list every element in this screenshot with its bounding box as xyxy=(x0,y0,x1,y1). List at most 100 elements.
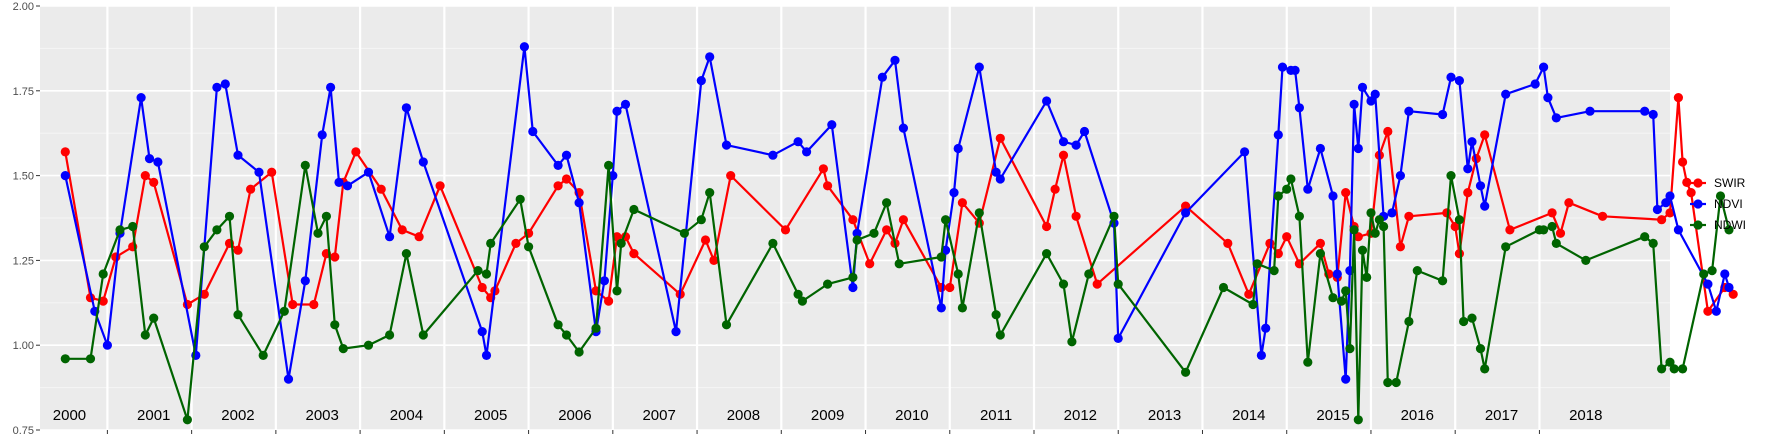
point-ndvi xyxy=(1446,72,1456,82)
point-ndvi xyxy=(574,198,584,208)
point-ndwi xyxy=(300,160,310,170)
point-ndwi xyxy=(848,272,858,282)
year-label: 2008 xyxy=(727,407,760,424)
point-ndvi xyxy=(1404,106,1414,116)
point-swir xyxy=(1555,228,1566,238)
point-swir xyxy=(1564,198,1574,208)
point-ndwi xyxy=(1362,272,1372,282)
point-ndvi xyxy=(334,177,344,187)
point-ndvi xyxy=(136,93,146,103)
point-ndwi xyxy=(481,269,492,279)
y-tick-label: 1.50 xyxy=(13,171,34,183)
point-ndwi xyxy=(330,320,340,330)
point-ndvi xyxy=(212,82,222,92)
point-swir xyxy=(1665,208,1675,218)
point-ndwi xyxy=(1248,299,1258,310)
point-swir xyxy=(561,174,572,184)
point-ndwi xyxy=(1113,279,1123,289)
point-ndwi xyxy=(486,238,496,248)
point-ndwi xyxy=(1446,171,1456,181)
point-ndwi xyxy=(258,350,268,360)
point-ndwi xyxy=(149,313,159,323)
point-swir xyxy=(1682,177,1692,187)
legend-key-point xyxy=(1693,199,1703,209)
series-ndwi xyxy=(60,160,1734,425)
point-ndvi xyxy=(363,167,374,177)
point-ndvi xyxy=(1113,333,1123,343)
point-ndvi xyxy=(153,157,163,167)
year-label: 2018 xyxy=(1569,407,1602,424)
point-swir xyxy=(1404,211,1414,221)
point-swir xyxy=(629,249,639,259)
point-swir xyxy=(709,255,719,265)
point-ndvi xyxy=(1341,374,1351,384)
point-ndvi xyxy=(300,276,310,286)
point-ndvi xyxy=(326,82,336,92)
point-ndvi xyxy=(1551,113,1561,123)
point-swir xyxy=(612,232,622,242)
series-ndvi xyxy=(60,42,1734,384)
point-ndwi xyxy=(1454,215,1464,225)
point-ndwi xyxy=(363,340,374,350)
point-ndwi xyxy=(1042,249,1052,259)
point-swir xyxy=(1383,126,1393,137)
point-ndvi xyxy=(1539,62,1549,72)
point-ndvi xyxy=(220,79,230,89)
year-label: 2006 xyxy=(558,407,591,424)
point-ndvi xyxy=(877,72,888,82)
point-swir xyxy=(351,147,361,157)
point-ndvi xyxy=(1332,269,1342,279)
point-ndwi xyxy=(1648,238,1658,248)
point-ndwi xyxy=(1315,249,1325,259)
point-swir xyxy=(511,238,521,248)
point-ndvi xyxy=(949,188,959,198)
y-tick-label: 1.00 xyxy=(13,340,34,352)
point-ndvi xyxy=(1058,137,1069,147)
year-label: 2004 xyxy=(390,407,423,424)
point-ndvi xyxy=(528,126,538,137)
point-swir xyxy=(1282,232,1292,242)
point-ndwi xyxy=(524,242,534,252)
point-swir xyxy=(1071,211,1081,221)
point-ndvi xyxy=(848,282,858,293)
point-ndwi xyxy=(941,215,951,225)
point-swir xyxy=(1686,188,1696,198)
point-ndvi xyxy=(1454,76,1464,86)
point-ndvi xyxy=(1290,65,1300,75)
point-ndvi xyxy=(768,150,778,160)
point-ndwi xyxy=(616,238,626,248)
point-swir xyxy=(823,181,833,191)
point-ndwi xyxy=(1501,242,1511,252)
point-swir xyxy=(376,184,386,194)
point-ndvi xyxy=(1303,184,1313,194)
year-label: 2011 xyxy=(980,407,1012,424)
series-layer xyxy=(60,42,1738,425)
point-ndvi xyxy=(1042,96,1052,106)
point-ndvi xyxy=(317,130,327,140)
point-swir xyxy=(604,296,614,306)
point-ndvi xyxy=(1240,147,1250,157)
point-ndvi xyxy=(1071,140,1081,150)
point-swir xyxy=(1657,215,1667,225)
point-ndvi xyxy=(1661,198,1671,208)
point-ndvi xyxy=(1703,279,1713,289)
point-ndwi xyxy=(515,194,525,204)
y-tick-label: 1.75 xyxy=(13,86,34,98)
point-ndwi xyxy=(182,415,192,425)
year-label: 2013 xyxy=(1148,407,1181,424)
y-tick-label: 2.00 xyxy=(13,1,34,13)
point-ndwi xyxy=(995,330,1005,340)
point-ndwi xyxy=(574,347,584,357)
year-label: 2009 xyxy=(811,407,844,424)
point-ndvi xyxy=(254,167,264,177)
point-ndvi xyxy=(802,147,812,157)
point-ndvi xyxy=(1366,96,1376,106)
point-ndwi xyxy=(1551,238,1561,248)
point-ndwi xyxy=(212,225,222,235)
point-ndvi xyxy=(1328,191,1338,201)
point-ndvi xyxy=(1640,106,1650,116)
point-swir xyxy=(149,177,159,187)
point-ndwi xyxy=(338,344,348,354)
point-ndvi xyxy=(60,171,70,181)
point-ndwi xyxy=(1294,211,1304,221)
